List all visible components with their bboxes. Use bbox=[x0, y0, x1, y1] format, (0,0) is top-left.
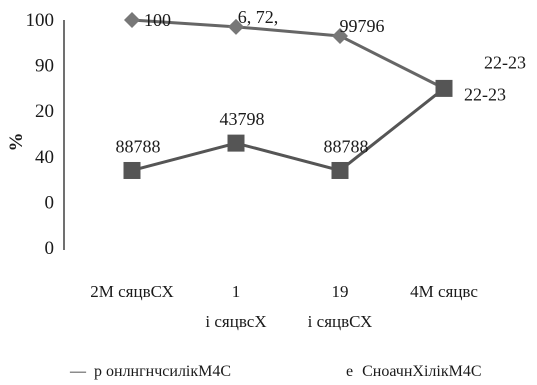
data-labels: 100 6, 72, 99796 22-23 88788 43798 88788 22-23 bbox=[116, 7, 527, 157]
data-label: 22-23 bbox=[484, 52, 526, 72]
y-tick-label: 100 bbox=[26, 10, 55, 31]
square-marker bbox=[331, 161, 349, 179]
y-tick-label: 90 bbox=[35, 56, 54, 77]
x-tick-label: 2M сяцвСХ bbox=[90, 282, 174, 301]
x-tick-labels: 2M сяцвСХ 1 і сяцвсХ 19 і сяцвСХ 4M сяцвс bbox=[90, 282, 478, 331]
y-tick-label: 40 bbox=[35, 147, 54, 168]
data-label: 88788 bbox=[324, 136, 369, 156]
data-label: 99796 bbox=[340, 16, 385, 36]
diamond-marker bbox=[332, 27, 348, 44]
legend-label-series-1: р онлнгнчсилікМ4С bbox=[94, 363, 231, 380]
square-marker bbox=[123, 161, 141, 179]
series-line-2 bbox=[131, 87, 445, 173]
x-tick-label: 4M сяцвс bbox=[410, 282, 478, 301]
series-layer bbox=[123, 12, 453, 179]
y-tick-label: 20 bbox=[35, 101, 54, 122]
legend-symbol-series-1: — bbox=[69, 363, 87, 380]
x-tick-label: 19 bbox=[332, 282, 349, 301]
legend: — р онлнгнчсилікМ4С е СноачнХілікМ4С bbox=[69, 363, 482, 380]
legend-label-series-2: СноачнХілікМ4С bbox=[362, 363, 481, 380]
legend-item-series-2: е СноачнХілікМ4С bbox=[346, 363, 482, 380]
y-tick-label: 0 bbox=[45, 238, 55, 259]
data-label: 100 bbox=[144, 10, 171, 30]
series-line-1 bbox=[131, 18, 445, 90]
x-tick-label-line-2: і сяцвсХ bbox=[205, 312, 266, 331]
legend-symbol-series-2: е bbox=[346, 363, 353, 380]
y-axis-title: % bbox=[6, 133, 27, 152]
x-tick-label: 1 bbox=[232, 282, 241, 301]
square-marker bbox=[227, 134, 245, 152]
y-tick-label: 0 bbox=[45, 192, 55, 213]
diamond-marker bbox=[228, 18, 244, 35]
data-label: 22-23 bbox=[464, 84, 506, 104]
data-label: 6, 72, bbox=[238, 7, 279, 27]
square-marker bbox=[435, 79, 453, 97]
data-label: 88788 bbox=[116, 136, 161, 156]
legend-item-series-1: — р онлнгнчсилікМ4С bbox=[69, 363, 231, 380]
data-label: 43798 bbox=[220, 109, 265, 129]
diamond-marker bbox=[124, 12, 140, 28]
x-tick-label-line-2: і сяцвСХ bbox=[308, 312, 373, 331]
y-tick-labels: 100 90 20 40 0 0 bbox=[26, 10, 55, 259]
